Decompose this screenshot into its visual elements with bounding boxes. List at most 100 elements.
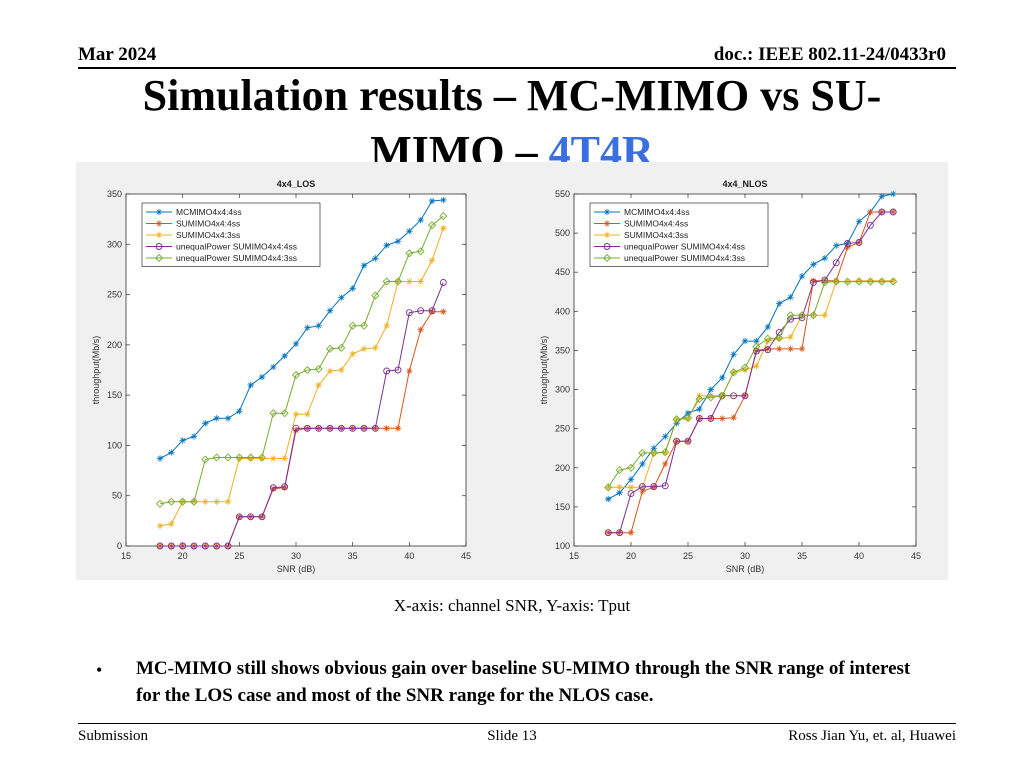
nlos-x-tick-label: 30 [740,551,750,561]
los-series-1-point [281,484,288,491]
los-series-4-point [223,453,233,462]
nlos-series-3-point [695,415,703,422]
nlos-axes-frame [573,193,917,547]
nlos-series-2-point [605,484,612,491]
los-series-4-line [159,215,444,505]
los-series-4-point [201,455,210,464]
los-series-4-point [291,370,301,380]
nlos-series-2-point [867,277,874,285]
los-series-0-point [292,340,300,348]
los-series-0-point [417,216,424,224]
los-series-3-point [428,307,436,315]
nlos-series-1-point [730,414,737,421]
los-series-4-point [393,277,403,286]
los-series-0-point [338,294,345,301]
nlos-series-0-point [730,351,737,358]
los-series-4-point [303,365,312,375]
los-chart-title: 4x4_LOS [277,179,316,189]
los-series-1-point [440,308,447,315]
nlos-series-2-point [741,366,749,374]
nlos-legend-box [589,202,769,267]
nlos-legend-label: unequalPower SUMIMO4x4:3ss [624,253,745,263]
nlos-series-0-point [639,460,646,468]
los-x-tick-label: 20 [178,551,188,561]
los-series-0-point [304,324,311,331]
nlos-series-2-point [878,277,885,285]
los-series-2-point [304,411,311,418]
los-series-2-point [338,366,345,374]
nlos-series-4-point [809,311,818,320]
nlos-y-tick-label: 150 [555,502,570,512]
los-series-0-point [190,433,198,440]
nlos-series-4-point [638,448,647,457]
nlos-series-0-point [890,190,897,198]
nlos-series-2-point [662,449,669,457]
los-series-2-point [440,224,447,232]
nlos-series-2-point [639,484,646,491]
los-series-0-point [270,363,277,371]
nlos-series-4-point [649,448,658,457]
los-series-4-point [314,364,323,374]
los-series-0-point [394,238,402,245]
nlos-series-0-point [753,337,760,345]
nlos-series-1-point [798,345,806,353]
los-series-0-point [372,255,379,262]
nlos-series-3-point [764,346,772,354]
los-series-2-point [168,520,175,528]
los-series-0-point [179,437,186,444]
nlos-series-4-point [615,466,624,475]
los-series-4-point [178,497,187,506]
los-series-1-point [383,425,390,432]
los-series-2-point [213,498,220,505]
los-series-3-point [394,366,402,374]
los-y-tick-label: 100 [107,440,122,450]
los-series-4-point [235,453,244,462]
nlos-series-3-point [832,259,840,267]
nlos-series-3-point [855,239,863,246]
footer-submission: Submission [78,728,149,744]
los-series-4-point [405,249,414,258]
nlos-series-1-point [821,277,828,285]
los-y-tick-label: 250 [107,290,122,300]
los-series-4-point [155,499,165,508]
los-series-0-point [406,228,413,235]
los-series-0-point [156,455,164,462]
nlos-series-2-point [821,312,828,319]
nlos-series-0-point [776,300,783,307]
nlos-series-0-point [833,242,840,249]
los-series-3-point [292,424,300,432]
nlos-series-1-point [867,208,874,216]
los-series-2-point [406,278,413,285]
nlos-series-0-point [684,409,692,417]
nlos-series-0-point [650,445,657,452]
nlos-series-1-point [787,345,794,353]
los-series-4-point [280,409,289,418]
los-series-3-point [156,542,164,550]
los-legend-label: unequalPower SUMIMO4x4:3ss [176,253,297,263]
los-series-1-point [406,367,413,375]
nlos-series-3-point [866,221,874,229]
los-series-4-point [212,453,221,462]
los-series-0-point [247,381,254,389]
nlos-series-2-point [616,484,623,491]
los-series-3-point [439,279,447,286]
nlos-x-axis-label: SNR (dB) [726,564,765,574]
los-legend-swatch-marker [154,253,164,263]
nlos-series-3-point [650,483,658,491]
nlos-series-2-point [855,277,863,285]
los-series-3-point [360,424,368,432]
los-series-4-point [359,321,369,330]
los-y-tick-label: 350 [107,189,122,199]
nlos-series-3-point [798,314,806,322]
nlos-y-axis-label: throughput(Mb/s) [539,336,549,405]
los-series-3-point [371,424,379,432]
nlos-legend-swatch-marker [602,253,612,263]
nlos-series-3-point [673,437,681,445]
nlos-series-4-point [729,368,738,377]
nlos-legend-label: SUMIMO4x4:3ss [624,230,688,240]
nlos-y-tick-label: 100 [555,541,570,551]
los-series-3-point [303,424,311,432]
los-series-0-point [428,197,436,205]
los-legend-label: unequalPower SUMIMO4x4:4ss [176,242,297,252]
los-series-2-point [349,350,356,358]
